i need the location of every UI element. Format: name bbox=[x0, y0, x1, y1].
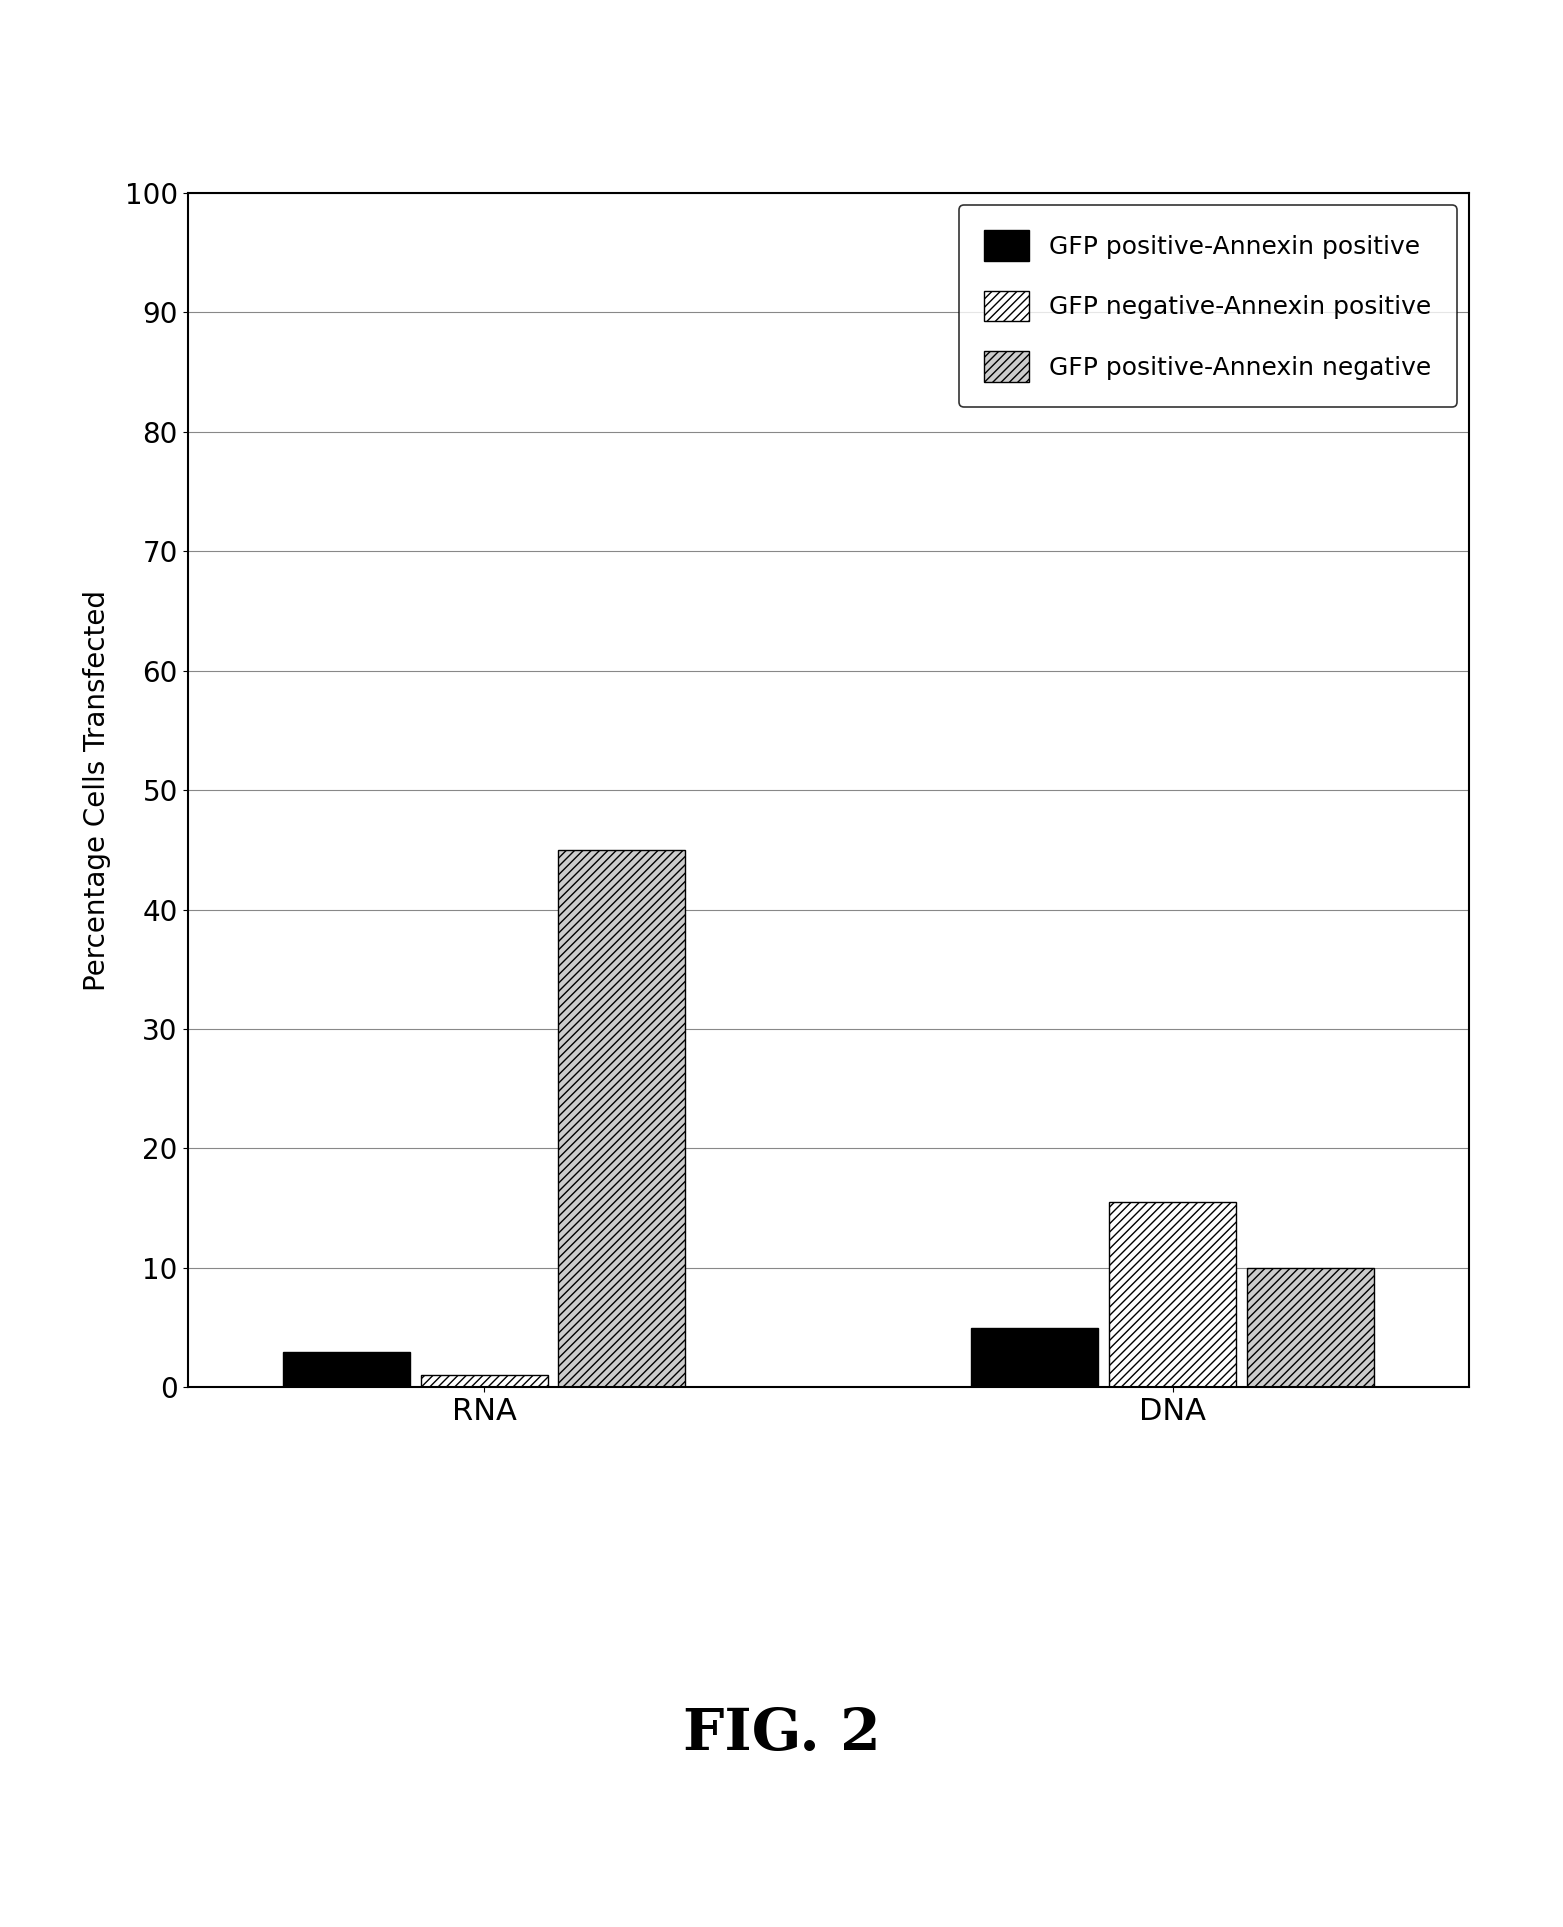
Y-axis label: Percentage Cells Transfected: Percentage Cells Transfected bbox=[83, 590, 111, 990]
Bar bbox=[558, 850, 686, 1387]
Bar bbox=[971, 1328, 1099, 1387]
Text: FIG. 2: FIG. 2 bbox=[683, 1705, 880, 1763]
Bar bbox=[283, 1351, 410, 1387]
Legend: GFP positive-Annexin positive, GFP negative-Annexin positive, GFP positive-Annex: GFP positive-Annexin positive, GFP negat… bbox=[960, 204, 1457, 407]
Bar bbox=[1247, 1268, 1374, 1387]
Bar bbox=[1110, 1202, 1236, 1387]
Bar bbox=[420, 1376, 547, 1387]
